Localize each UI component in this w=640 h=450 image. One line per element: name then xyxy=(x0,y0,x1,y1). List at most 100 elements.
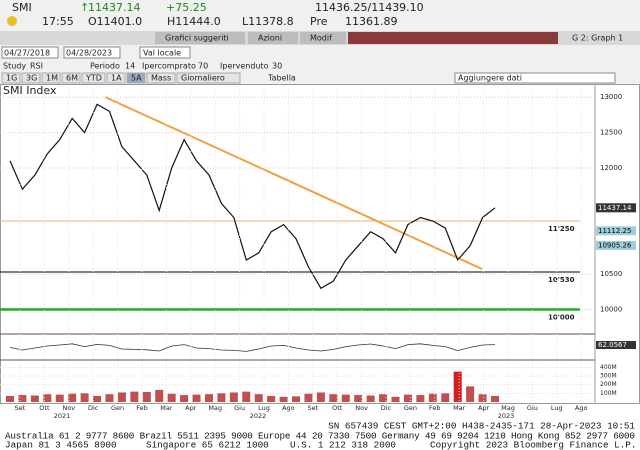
volume-bar xyxy=(167,393,176,402)
volume-bar xyxy=(217,393,226,402)
date-box[interactable] xyxy=(63,46,121,59)
period-label[interactable]: 3G xyxy=(26,74,37,83)
bid-ask: 11436.25/11439.10 xyxy=(315,1,424,14)
period-button[interactable] xyxy=(1,72,21,84)
last-price: 11437.14 xyxy=(88,1,141,14)
period-label: Periodo xyxy=(90,62,120,71)
footer-singapore: Singapore 65 6212 1000 xyxy=(146,439,269,450)
start-date[interactable]: 04/27/2018 xyxy=(4,49,50,58)
volume-bar xyxy=(416,395,425,402)
end-date[interactable]: 04/28/2023 xyxy=(66,49,112,58)
price-tag-label: 11437.14 xyxy=(598,204,632,212)
trend-line xyxy=(104,96,483,270)
menu[interactable]: Azioni xyxy=(258,34,282,43)
currency[interactable]: Val locale xyxy=(143,49,181,58)
menu-button[interactable] xyxy=(248,32,298,44)
table-button[interactable]: Tabella xyxy=(267,74,296,83)
level-label: 10'530 xyxy=(548,276,575,284)
period-label[interactable]: Mass xyxy=(151,74,171,83)
footer-japan: Japan 81 3 4565 8900 xyxy=(5,439,117,450)
add-data[interactable]: Aggiungere dati xyxy=(458,74,522,83)
volume-tick-label: 100M xyxy=(600,390,617,397)
price-tag xyxy=(596,240,636,250)
menu[interactable]: Grafici suggeriti xyxy=(165,34,229,43)
period-label[interactable]: 1G xyxy=(6,74,17,83)
period-button[interactable] xyxy=(21,72,41,84)
volume-bar xyxy=(229,392,238,402)
volume-bar xyxy=(366,395,375,402)
volume-bar xyxy=(105,394,114,402)
volume-bar xyxy=(466,386,475,402)
volume-bar xyxy=(180,395,189,402)
command-bar[interactable] xyxy=(348,32,558,44)
month-label: Set xyxy=(307,404,318,412)
volume-bar xyxy=(254,394,263,402)
y-tick-label: 12000 xyxy=(600,164,622,172)
price-tag xyxy=(596,203,636,213)
period-button[interactable] xyxy=(61,72,81,84)
volume-bar xyxy=(18,395,27,402)
date-box[interactable] xyxy=(1,46,59,59)
level-label: 10'000 xyxy=(548,314,575,322)
period-label[interactable]: 6M xyxy=(66,74,78,83)
add-data-box[interactable] xyxy=(454,72,616,84)
volume-bar xyxy=(117,392,126,402)
volume-bar xyxy=(478,394,487,402)
y-tick-label: 13000 xyxy=(600,93,622,101)
oversold[interactable]: 30 xyxy=(272,62,282,71)
period-label[interactable]: 1A xyxy=(111,74,122,83)
volume-bar xyxy=(453,371,462,402)
month-label: Mag xyxy=(501,404,515,412)
menu[interactable]: Modif xyxy=(310,34,332,43)
study-label: Study xyxy=(3,62,26,71)
menu-button[interactable] xyxy=(155,32,245,44)
month-label: Mar xyxy=(160,404,173,412)
period-button[interactable] xyxy=(41,72,61,84)
volume-bar xyxy=(292,396,301,402)
volume-bar xyxy=(43,394,52,402)
year-label: 2023 xyxy=(498,412,515,420)
period-label[interactable]: Giornaliero xyxy=(181,74,225,83)
volume-bar xyxy=(68,393,77,402)
y-tick-label: 10000 xyxy=(600,306,622,314)
period-button[interactable] xyxy=(106,72,126,84)
period-button[interactable] xyxy=(81,72,106,84)
month-label: Mar xyxy=(453,404,466,412)
month-label: Mag xyxy=(208,404,222,412)
month-label: Feb xyxy=(136,404,148,412)
period-label[interactable]: 1M xyxy=(46,74,58,83)
year-label: 2022 xyxy=(250,412,267,420)
month-label: Ott xyxy=(332,404,343,412)
period-label[interactable]: YTD xyxy=(85,74,102,83)
volume-bar xyxy=(93,395,102,402)
study-name[interactable]: RSI xyxy=(30,62,43,71)
overbought[interactable]: 70 xyxy=(198,62,208,71)
menu-button[interactable] xyxy=(300,32,346,44)
month-label: Gen xyxy=(404,404,417,412)
volume-bar xyxy=(279,396,288,402)
volume-bar xyxy=(403,394,412,402)
period-button[interactable] xyxy=(126,72,146,84)
volume-bar xyxy=(80,393,89,402)
month-label: Nov xyxy=(355,404,368,412)
volume-bar xyxy=(304,393,313,402)
ticker: SMI xyxy=(12,1,32,14)
volume-bar xyxy=(316,392,325,402)
volume-bar xyxy=(341,394,350,402)
period-button[interactable] xyxy=(176,72,241,84)
volume-bar xyxy=(379,394,388,402)
month-label: Giu xyxy=(527,404,538,412)
period[interactable]: 14 xyxy=(125,62,135,71)
month-label: Gen xyxy=(111,404,124,412)
period-button[interactable] xyxy=(146,72,176,84)
period-label[interactable]: 5A xyxy=(131,74,142,83)
price-tag-label: 10905.26 xyxy=(598,241,632,249)
month-label: Apr xyxy=(478,404,490,412)
month-label: Set xyxy=(15,404,26,412)
volume-bar xyxy=(267,395,276,402)
price-tag-label: 11112.25 xyxy=(598,227,631,235)
currency-box[interactable] xyxy=(139,46,191,59)
footer-us: U.S. 1 212 318 2000 xyxy=(290,439,396,450)
volume-tick-label: 400M xyxy=(600,364,617,371)
